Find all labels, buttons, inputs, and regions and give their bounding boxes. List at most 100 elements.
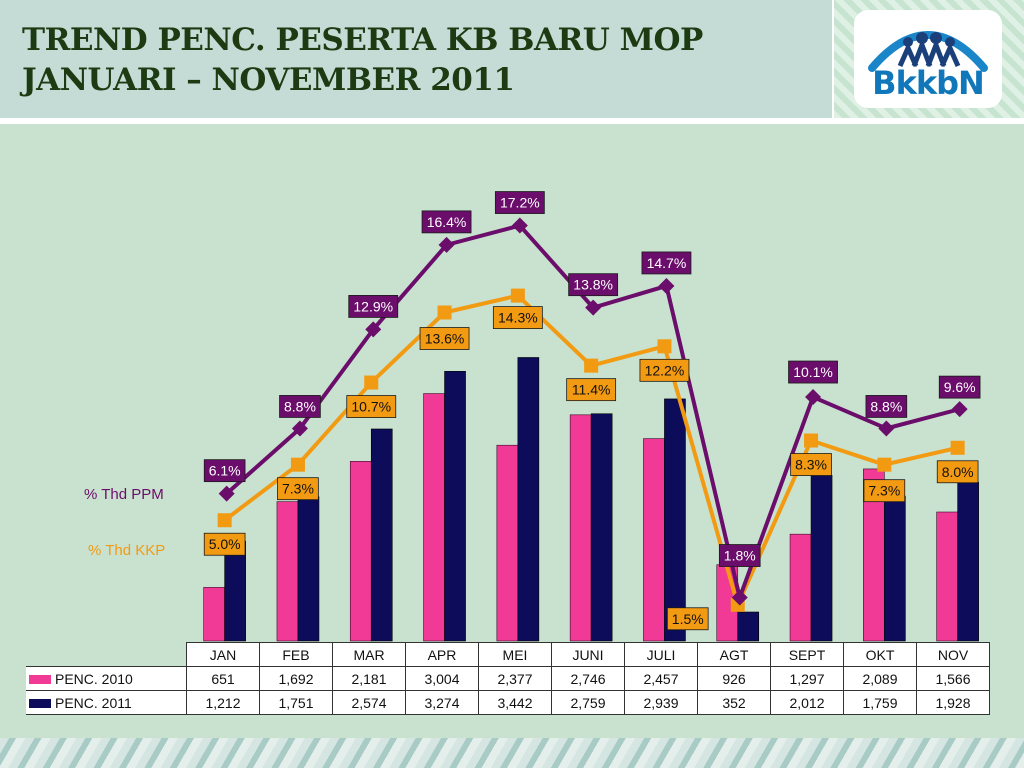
bar-penc-2010 bbox=[203, 587, 225, 642]
table-row: PENC. 2010 651 1,692 2,181 3,004 2,377 2,746 2,… bbox=[26, 666, 990, 691]
kkp-point bbox=[950, 440, 965, 455]
table-corner bbox=[26, 642, 187, 667]
table-header-cell: MEI bbox=[478, 642, 552, 667]
ppm-data-label: 14.7% bbox=[647, 255, 687, 271]
kkp-data-label: 12.2% bbox=[645, 362, 685, 378]
kkp-data-label-box bbox=[639, 358, 690, 382]
kkp-data-label-box bbox=[566, 378, 617, 402]
table-cell: 2,574 bbox=[332, 690, 406, 715]
bkkbn-logo: BkkbN bbox=[854, 10, 1002, 108]
table-cell: 2,012 bbox=[770, 690, 844, 715]
ppm-point bbox=[805, 389, 822, 406]
table-cell: 2,089 bbox=[843, 666, 917, 691]
header-divider bbox=[0, 118, 1024, 124]
table-cell: 2,746 bbox=[551, 666, 625, 691]
kkp-data-label-box bbox=[277, 477, 319, 501]
legend-ppm: % Thd PPM bbox=[84, 486, 164, 503]
table-cell: 2,457 bbox=[624, 666, 698, 691]
ppm-point bbox=[951, 401, 968, 418]
ppm-data-label: 12.9% bbox=[353, 298, 393, 314]
ppm-data-label: 6.1% bbox=[209, 463, 241, 479]
bar-penc-2010 bbox=[349, 461, 372, 642]
bar-penc-2010 bbox=[789, 533, 812, 642]
kkp-data-label-box bbox=[492, 306, 543, 330]
bar-penc-2010 bbox=[423, 393, 445, 642]
kkp-data-label: 14.3% bbox=[498, 310, 538, 326]
ppm-point bbox=[585, 299, 602, 316]
bottom-decoration bbox=[0, 738, 1024, 768]
table-row-header: PENC. 2010 bbox=[26, 666, 187, 691]
kkp-data-label-box bbox=[666, 607, 709, 631]
legend-swatch bbox=[29, 675, 51, 685]
table-header-cell: AGT bbox=[697, 642, 771, 667]
bar-penc-2011 bbox=[810, 474, 833, 642]
kkp-data-label-box bbox=[790, 453, 832, 476]
bar-penc-2011 bbox=[370, 428, 393, 642]
legend-swatch bbox=[29, 699, 51, 709]
table-cell: 1,759 bbox=[843, 690, 917, 715]
trend-chart: 6.1% 8.8% 12.9% 16.4% 17.2% 13.8% 14.7% 1.8% 10.… bbox=[203, 191, 981, 642]
bar-penc-2011 bbox=[884, 495, 906, 642]
ppm-data-label-box bbox=[494, 191, 545, 214]
kkp-data-label: 8.3% bbox=[795, 457, 827, 473]
kkp-data-label: 11.4% bbox=[572, 382, 611, 398]
kkp-data-label-box bbox=[346, 395, 397, 418]
bar-penc-2010 bbox=[643, 438, 665, 642]
kkp-data-label: 7.3% bbox=[282, 481, 314, 497]
kkp-point bbox=[877, 457, 892, 472]
table-cell: 2,181 bbox=[332, 666, 406, 691]
ppm-point bbox=[731, 589, 748, 606]
ppm-data-label-box bbox=[865, 395, 908, 418]
ppm-point bbox=[291, 420, 308, 437]
ppm-data-label: 17.2% bbox=[500, 195, 540, 211]
ppm-data-label-box bbox=[788, 360, 838, 384]
table-header-cell: JAN bbox=[186, 642, 260, 667]
bar-penc-2011 bbox=[444, 371, 466, 642]
bar-penc-2011 bbox=[224, 540, 246, 642]
bar-penc-2010 bbox=[569, 414, 592, 642]
kkp-data-label: 8.0% bbox=[942, 464, 974, 480]
logo-panel: BkkbN bbox=[832, 0, 1024, 118]
title-line-1: TREND PENC. PESERTA KB BARU MOP bbox=[22, 22, 703, 58]
table-cell: 3,274 bbox=[405, 690, 479, 715]
ppm-data-label-box bbox=[641, 251, 692, 275]
table-cell: 1,297 bbox=[770, 666, 844, 691]
ppm-data-label: 9.6% bbox=[944, 379, 976, 395]
kkp-point bbox=[290, 457, 305, 472]
kkp-point bbox=[657, 339, 672, 354]
bar-penc-2010 bbox=[276, 501, 299, 642]
table-cell: 1,212 bbox=[186, 690, 260, 715]
table-cell: 3,004 bbox=[405, 666, 479, 691]
table-cell: 2,759 bbox=[551, 690, 625, 715]
series-name: PENC. 2011 bbox=[55, 694, 132, 711]
ppm-point bbox=[438, 236, 455, 253]
ppm-data-label: 8.8% bbox=[284, 398, 316, 414]
bar-penc-2011 bbox=[517, 357, 540, 642]
ppm-data-label: 8.8% bbox=[870, 398, 902, 414]
table-row-header: PENC. 2011 bbox=[26, 690, 187, 715]
table-header-cell: FEB bbox=[259, 642, 333, 667]
ppm-data-label-box bbox=[938, 375, 981, 399]
table-cell: 1,692 bbox=[259, 666, 333, 691]
kkp-data-label: 10.7% bbox=[351, 399, 391, 415]
bar-penc-2011 bbox=[297, 496, 320, 642]
table-header-cell: APR bbox=[405, 642, 479, 667]
table-header-cell: NOV bbox=[916, 642, 990, 667]
table-cell: 2,939 bbox=[624, 690, 698, 715]
ppm-point bbox=[878, 420, 895, 437]
table-header-cell: JUNI bbox=[551, 642, 625, 667]
logo-wordmark: BkkbN bbox=[872, 64, 985, 102]
page-title: TREND PENC. PESERTA KB BARU MOP JANUARI … bbox=[22, 20, 703, 100]
ppm-point bbox=[365, 321, 382, 338]
ppm-data-label: 1.8% bbox=[724, 548, 756, 564]
table-header-cell: SEPT bbox=[770, 642, 844, 667]
kkp-point bbox=[510, 288, 525, 303]
kkp-data-label: 5.0% bbox=[209, 536, 241, 552]
table-cell: 2,377 bbox=[478, 666, 552, 691]
kkp-data-label: 13.6% bbox=[425, 331, 465, 347]
family-arch-icon bbox=[868, 31, 988, 72]
kkp-data-label-box bbox=[936, 460, 979, 484]
ppm-data-label-box bbox=[718, 544, 761, 567]
ppm-data-label-box bbox=[421, 210, 472, 234]
bar-penc-2011 bbox=[957, 481, 979, 642]
